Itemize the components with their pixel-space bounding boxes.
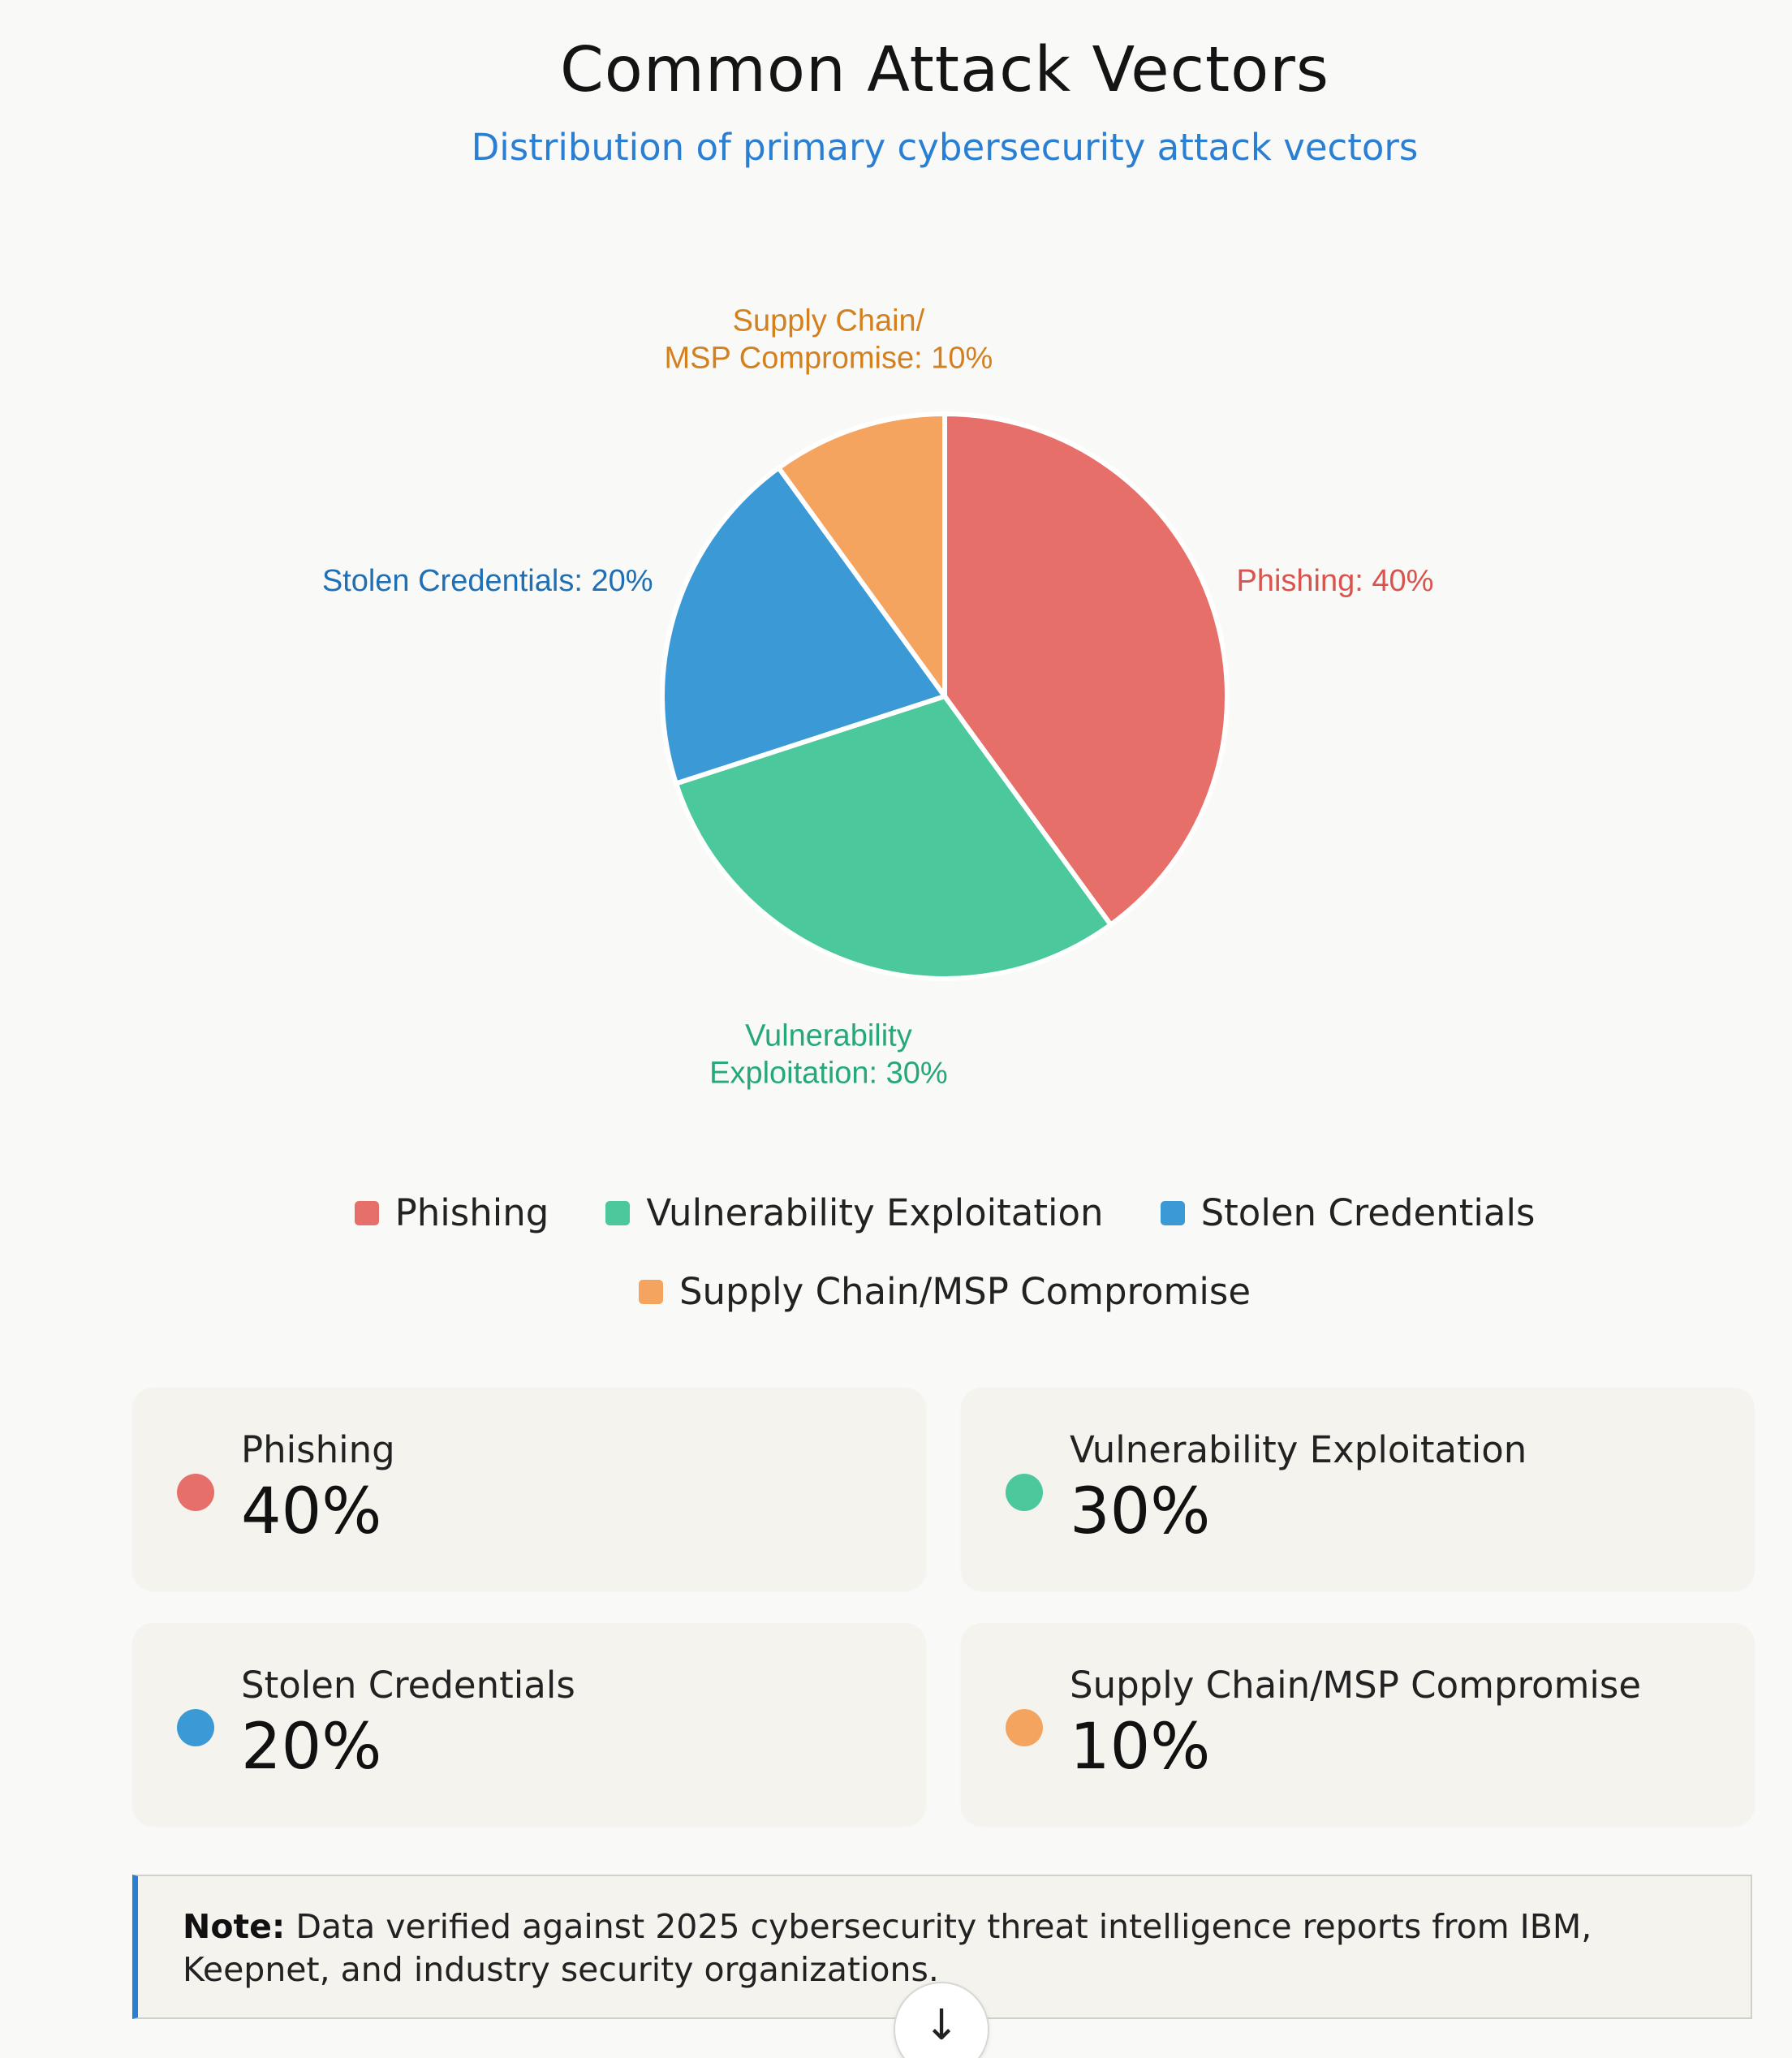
status-dot — [1006, 1474, 1043, 1511]
slice-label-vulnerability-exploitation: Vulnerability Exploitation: 30% — [709, 1018, 948, 1090]
legend-swatch — [638, 1279, 663, 1304]
note-prefix: Note: — [183, 1907, 286, 1946]
stat-card-stolen-credentials: Stolen Credentials 20% — [132, 1623, 926, 1826]
slice-label-supply-chain: Supply Chain/MSP Compromise: 10% — [665, 304, 993, 376]
note-text: Data verified against 2025 cybersecurity… — [183, 1907, 1592, 1989]
card-value: 20% — [241, 1711, 382, 1784]
legend-row: Supply Chain/MSP Compromise — [0, 1270, 1792, 1313]
legend-item-vulnerability-exploitation[interactable]: Vulnerability Exploitation — [605, 1191, 1104, 1234]
legend-item-stolen-credentials[interactable]: Stolen Credentials — [1160, 1191, 1536, 1234]
card-label: Phishing — [241, 1428, 395, 1471]
pie-slice-phishing[interactable] — [942, 411, 1230, 928]
legend-label: Phishing — [394, 1191, 549, 1234]
card-label: Stolen Credentials — [241, 1664, 575, 1707]
legend-label: Stolen Credentials — [1200, 1191, 1536, 1234]
card-value: 10% — [1070, 1711, 1211, 1784]
legend-row: Phishing Vulnerability Exploitation Stol… — [0, 1191, 1792, 1234]
card-label: Supply Chain/MSP Compromise — [1070, 1664, 1642, 1707]
legend-swatch — [1160, 1200, 1185, 1225]
slice-label-stolen-credentials: Stolen Credentials: 20% — [322, 564, 653, 598]
card-value: 30% — [1070, 1475, 1211, 1548]
stat-card-vulnerability-exploitation: Vulnerability Exploitation 30% — [961, 1388, 1755, 1591]
status-dot — [177, 1709, 214, 1746]
note-box: Note: Data verified against 2025 cyberse… — [132, 1875, 1752, 2019]
legend-item-supply-chain[interactable]: Supply Chain/MSP Compromise — [638, 1270, 1251, 1313]
pie-chart: Phishing: 40% Vulnerability Exploitation: … — [322, 304, 1434, 1091]
status-dot — [1006, 1709, 1043, 1746]
legend-label: Supply Chain/MSP Compromise — [678, 1270, 1251, 1313]
legend-swatch — [354, 1200, 379, 1225]
legend-label: Vulnerability Exploitation — [646, 1191, 1104, 1234]
legend-item-phishing[interactable]: Phishing — [354, 1191, 549, 1234]
slice-label-phishing: Phishing: 40% — [1236, 564, 1433, 598]
legend-swatch — [605, 1200, 631, 1225]
chart-subtitle: Distribution of primary cybersecurity at… — [471, 126, 1419, 169]
pie-slice-supply-chain[interactable] — [775, 411, 947, 704]
chart-title: Common Attack Vectors — [559, 34, 1330, 106]
status-dot — [177, 1474, 214, 1511]
stat-card-phishing: Phishing 40% — [132, 1388, 926, 1591]
card-label: Vulnerability Exploitation — [1070, 1428, 1527, 1471]
scroll-down-button[interactable]: ↓ — [894, 1982, 989, 2058]
card-value: 40% — [241, 1475, 382, 1548]
arrow-down-icon: ↓ — [924, 2001, 959, 2050]
pie-slice-stolen-credentials[interactable] — [660, 464, 949, 787]
pie-slice-vulnerability-exploitation[interactable] — [673, 693, 1114, 981]
stat-card-supply-chain: Supply Chain/MSP Compromise 10% — [961, 1623, 1755, 1826]
